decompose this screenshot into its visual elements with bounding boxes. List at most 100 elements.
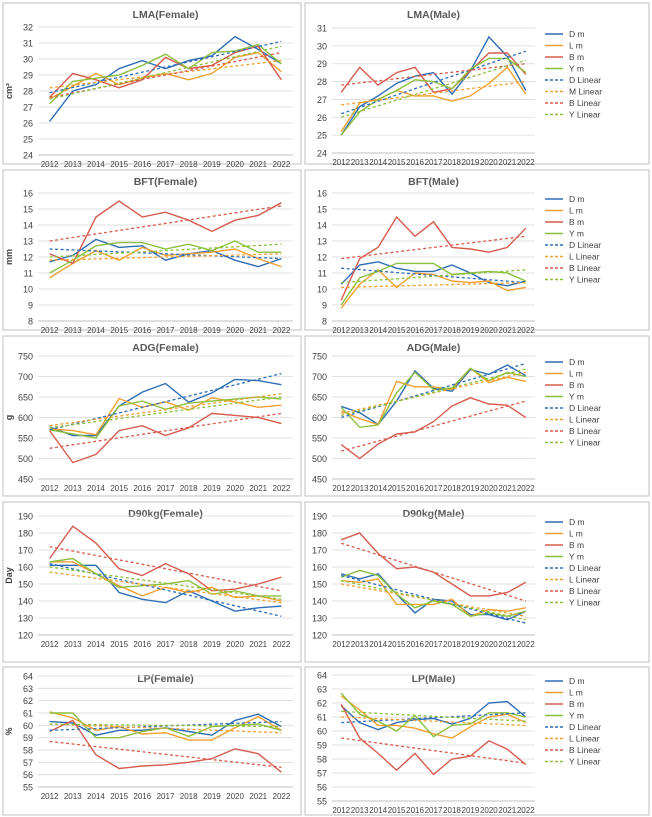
y-tick-label: 57 bbox=[23, 758, 33, 768]
x-tick-label: 2019 bbox=[203, 326, 221, 335]
legend-entry: Y Linear bbox=[569, 438, 601, 448]
x-tick-label: 2017 bbox=[157, 326, 175, 335]
y-tick-label: 11 bbox=[318, 269, 327, 279]
x-tick-label: 2015 bbox=[110, 484, 128, 493]
y-tick-label: 30 bbox=[317, 41, 327, 51]
x-tick-label: 2021 bbox=[249, 484, 267, 493]
trendline-Y bbox=[341, 579, 526, 621]
series-line-B bbox=[49, 200, 282, 265]
y-tick-label: 14 bbox=[23, 221, 33, 231]
legend-entry: Y Linear bbox=[569, 757, 601, 767]
legend-entry: B Linear bbox=[569, 98, 601, 108]
x-tick-label: 2015 bbox=[388, 806, 406, 815]
x-tick-label: 2013 bbox=[64, 326, 82, 335]
y-tick-label: 180 bbox=[18, 529, 33, 539]
x-tick-label: 2014 bbox=[87, 484, 105, 493]
x-tick-label: 2022 bbox=[517, 484, 535, 493]
y-tick-label: 450 bbox=[18, 475, 33, 485]
x-tick-label: 2022 bbox=[517, 158, 535, 167]
y-tick-label: 120 bbox=[18, 631, 33, 641]
y-tick-label: 26 bbox=[317, 113, 327, 123]
y-tick-label: 55 bbox=[23, 783, 33, 793]
chart-title: BFT(Male) bbox=[408, 176, 459, 188]
legend-entry: L m bbox=[569, 369, 583, 379]
x-tick-label: 2019 bbox=[462, 326, 480, 335]
series-line-B bbox=[340, 532, 527, 597]
x-tick-label: 2018 bbox=[180, 484, 198, 493]
y-tick-label: 56 bbox=[23, 770, 33, 780]
x-tick-label: 2012 bbox=[332, 158, 350, 167]
x-tick-label: 2012 bbox=[41, 484, 59, 493]
x-tick-label: 2018 bbox=[443, 158, 461, 167]
series-line-B bbox=[49, 719, 282, 773]
y-tick-label: 150 bbox=[312, 580, 327, 590]
y-tick-label: 140 bbox=[312, 597, 327, 607]
panel-frame bbox=[2, 2, 302, 165]
series-line-D bbox=[49, 35, 282, 122]
chart-title: ADG(Female) bbox=[132, 342, 199, 354]
trendline-L bbox=[49, 723, 282, 734]
x-tick-label: 2012 bbox=[41, 326, 59, 335]
y-tick-label: 8 bbox=[28, 317, 33, 327]
x-tick-label: 2013 bbox=[351, 640, 369, 649]
x-tick-label: 2014 bbox=[87, 792, 105, 801]
x-tick-label: 2015 bbox=[110, 640, 128, 649]
y-tick-label: 450 bbox=[312, 475, 327, 485]
y-tick-label: 62 bbox=[23, 696, 33, 706]
x-tick-label: 2021 bbox=[249, 160, 267, 169]
y-tick-label: 26 bbox=[23, 119, 33, 129]
legend-entry: D m bbox=[569, 194, 585, 204]
y-tick-label: 61 bbox=[23, 709, 33, 719]
y-tick-label: 550 bbox=[18, 434, 33, 444]
trendline-B bbox=[49, 412, 282, 449]
x-tick-label: 2017 bbox=[425, 326, 443, 335]
x-tick-label: 2019 bbox=[462, 484, 480, 493]
legend-entry: B Linear bbox=[569, 586, 601, 596]
x-tick-label: 2014 bbox=[369, 640, 387, 649]
x-tick-label: 2016 bbox=[133, 160, 151, 169]
trendline-Y bbox=[341, 269, 526, 284]
series-line-B bbox=[49, 525, 282, 592]
trendline-Y bbox=[49, 566, 282, 600]
x-tick-label: 2019 bbox=[462, 640, 480, 649]
y-tick-label: 150 bbox=[18, 580, 33, 590]
legend-entry: Y m bbox=[569, 64, 584, 74]
x-tick-label: 2012 bbox=[332, 640, 350, 649]
x-tick-label: 2013 bbox=[351, 158, 369, 167]
legend-entry: B m bbox=[569, 217, 584, 227]
series-line-L bbox=[341, 578, 526, 618]
legend-entry: L m bbox=[569, 688, 583, 698]
series-line-Y bbox=[340, 57, 527, 136]
x-tick-label: 2016 bbox=[133, 792, 151, 801]
y-tick-label: 15 bbox=[23, 205, 33, 215]
y-tick-label: 27 bbox=[23, 103, 33, 113]
chart-title: LP(Female) bbox=[137, 673, 194, 685]
trendline-L bbox=[49, 393, 282, 427]
legend-entry: L Linear bbox=[569, 252, 600, 262]
y-tick-label: 31 bbox=[317, 24, 327, 34]
x-tick-label: 2020 bbox=[480, 484, 498, 493]
y-tick-label: 25 bbox=[23, 135, 33, 145]
legend-entry: B m bbox=[569, 699, 584, 709]
legend-entry: Y m bbox=[569, 392, 584, 402]
x-tick-label: 2019 bbox=[203, 160, 221, 169]
y-tick-label: 60 bbox=[317, 727, 327, 737]
legend-entry: B m bbox=[569, 540, 584, 550]
y-tick-label: 550 bbox=[312, 434, 327, 444]
x-tick-label: 2013 bbox=[351, 484, 369, 493]
y-tick-label: 28 bbox=[317, 77, 327, 87]
y-axis-label: mm bbox=[4, 249, 14, 265]
x-tick-label: 2016 bbox=[406, 806, 424, 815]
x-tick-label: 2016 bbox=[406, 640, 424, 649]
y-tick-label: 10 bbox=[23, 285, 33, 295]
trendline-L bbox=[341, 80, 526, 106]
chart-panel-6: D90kg(Female) 120 130 140 150 160 170 180 190 201… bbox=[2, 501, 302, 663]
legend-entry: D Linear bbox=[569, 75, 601, 85]
trendline-D bbox=[340, 50, 527, 115]
y-axis-label: g bbox=[4, 415, 14, 421]
x-tick-label: 2015 bbox=[388, 484, 406, 493]
x-tick-label: 2013 bbox=[64, 640, 82, 649]
y-axis-label: % bbox=[4, 727, 14, 735]
